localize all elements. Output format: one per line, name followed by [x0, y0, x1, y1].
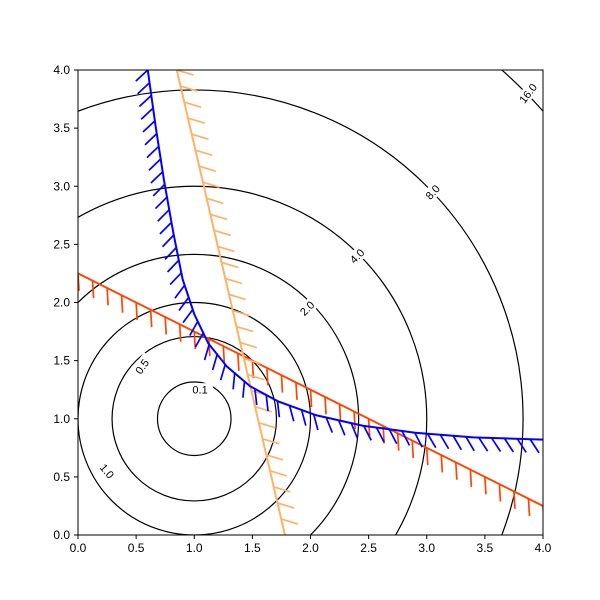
y-tick-label: 0.5	[53, 470, 70, 484]
y-tick-label: 1.0	[53, 412, 70, 426]
y-tick-label: 1.5	[53, 354, 70, 368]
x-tick-label: 1.5	[244, 541, 261, 555]
x-tick-label: 3.5	[477, 541, 494, 555]
x-tick-label: 3.0	[418, 541, 435, 555]
x-tick-label: 2.0	[302, 541, 319, 555]
contour-label-0.1: 0.1	[192, 385, 207, 397]
y-tick-label: 3.5	[53, 121, 70, 135]
y-tick-label: 2.0	[53, 296, 70, 310]
contour-plot: 0.10.51.02.04.08.016.00.00.51.01.52.02.5…	[0, 0, 600, 600]
x-tick-label: 2.5	[360, 541, 377, 555]
y-tick-label: 4.0	[53, 63, 70, 77]
y-tick-label: 3.0	[53, 179, 70, 193]
x-tick-label: 1.0	[186, 541, 203, 555]
x-tick-label: 0.0	[70, 541, 87, 555]
x-tick-label: 4.0	[535, 541, 552, 555]
y-tick-label: 2.5	[53, 237, 70, 251]
x-tick-label: 0.5	[128, 541, 145, 555]
y-tick-label: 0.0	[53, 528, 70, 542]
